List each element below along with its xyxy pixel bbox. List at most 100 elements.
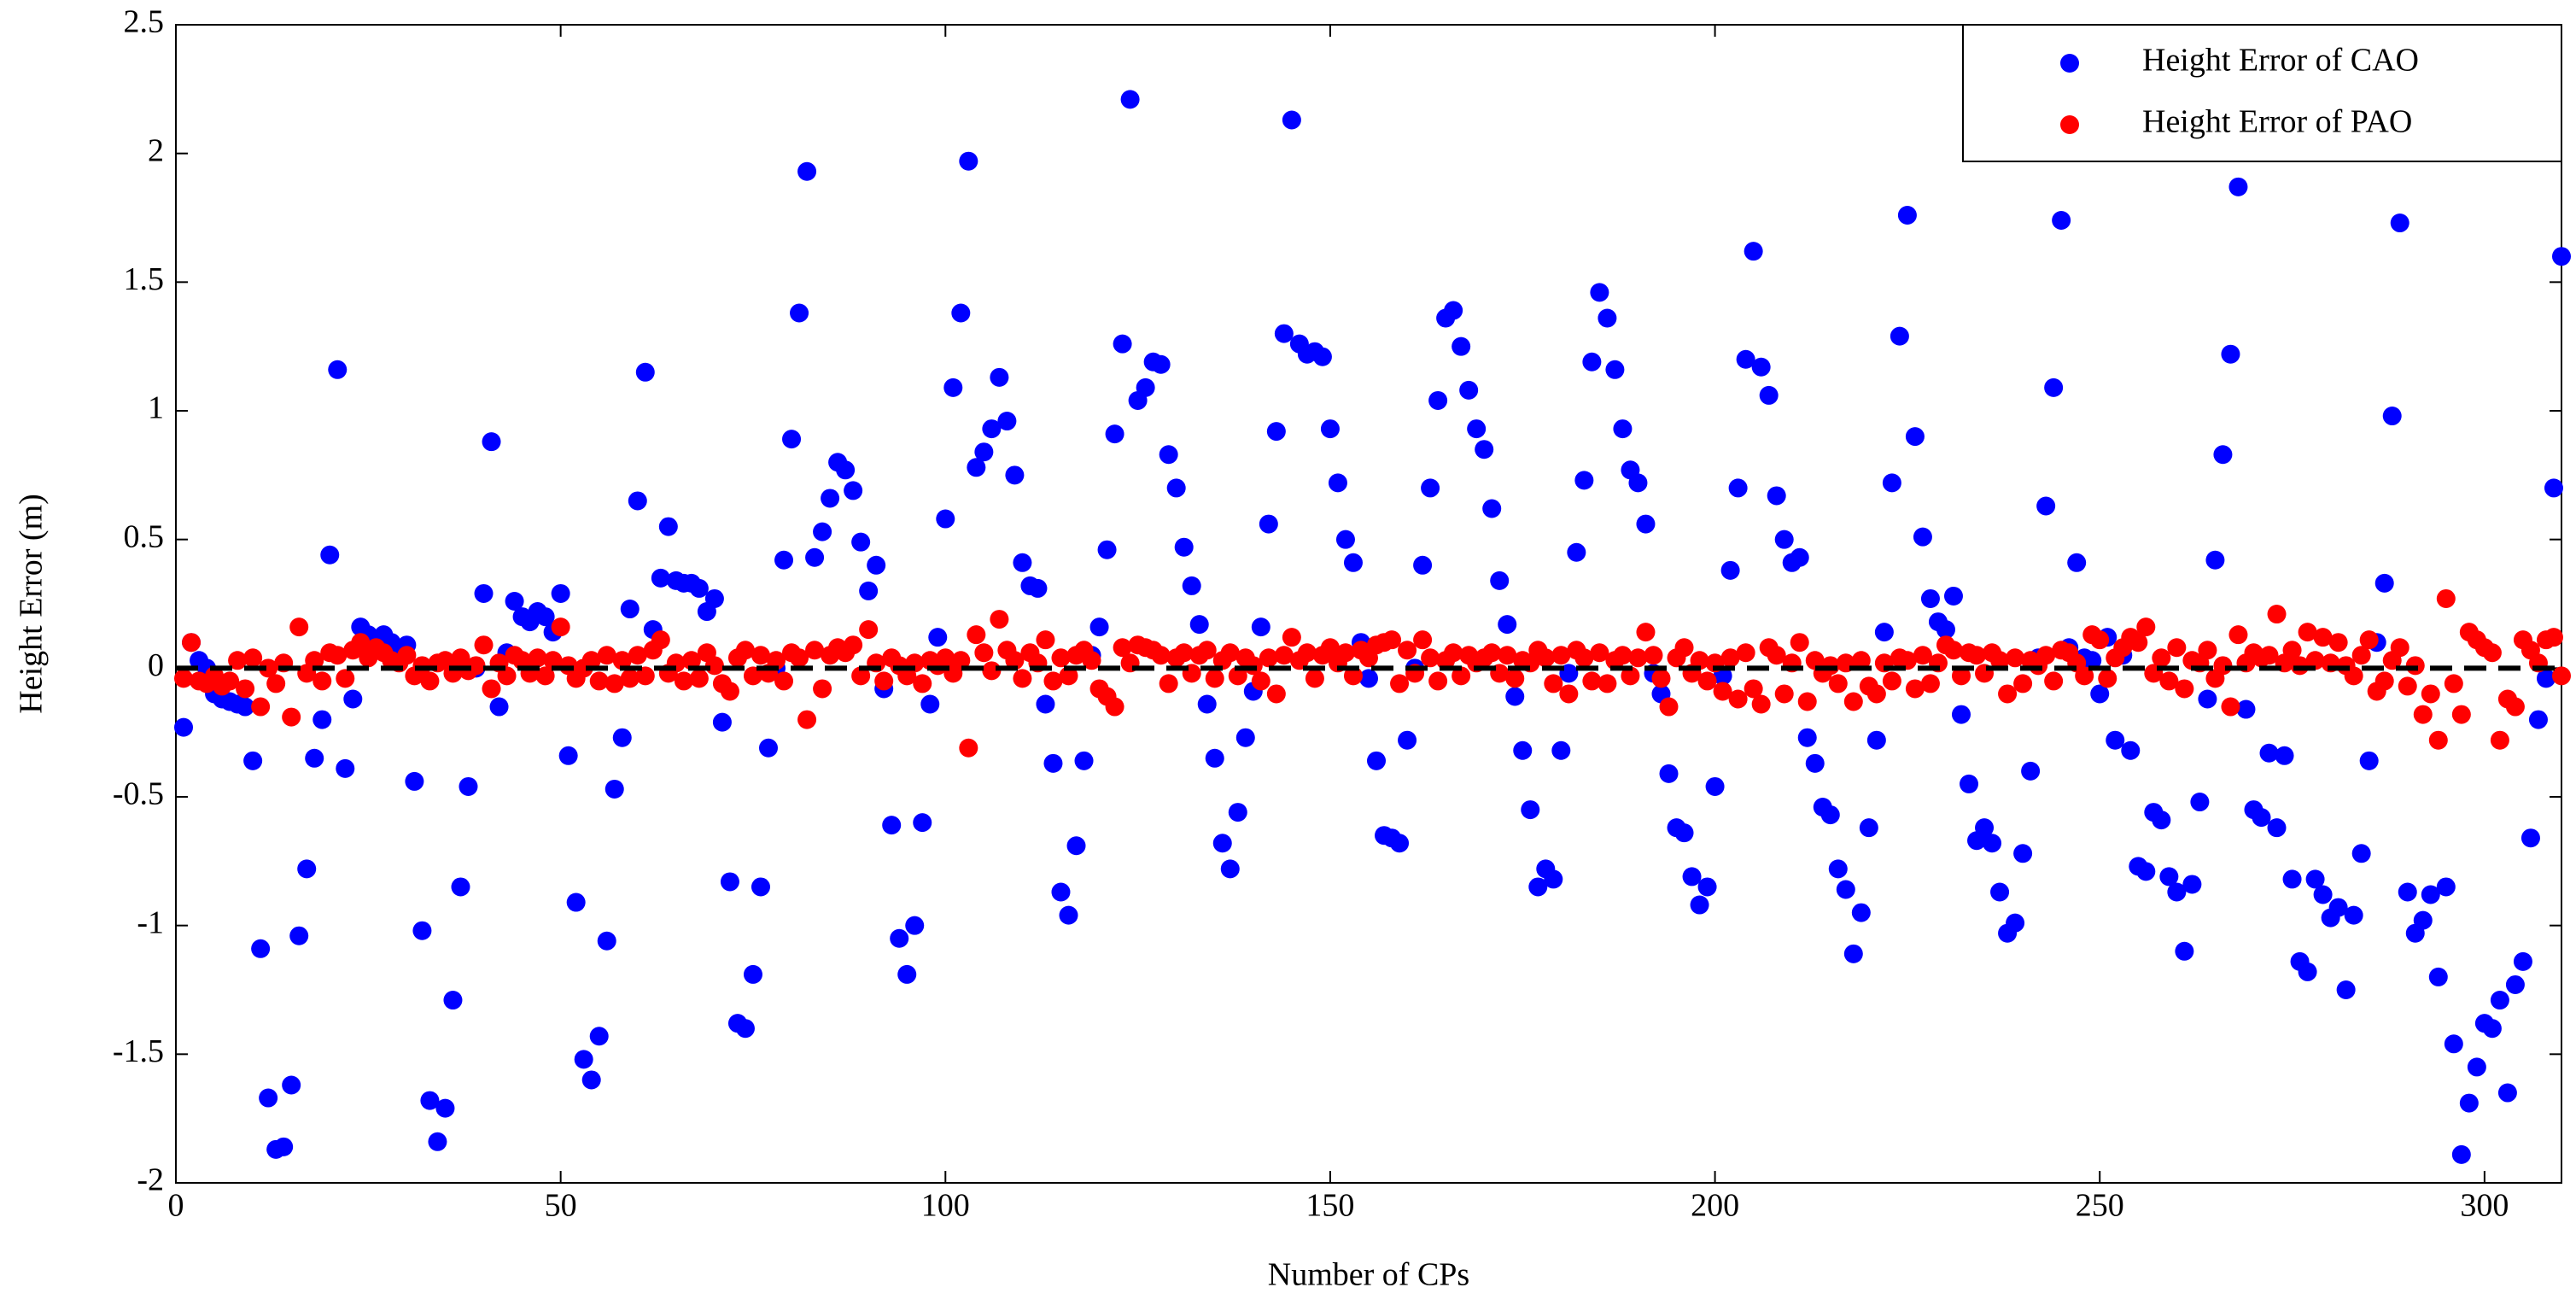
data-point: [420, 1091, 440, 1110]
data-point: [2536, 669, 2556, 688]
data-point: [2421, 885, 2440, 904]
data-point: [1266, 422, 1286, 442]
data-point: [874, 671, 894, 691]
data-point: [704, 656, 724, 676]
data-point: [1205, 669, 1224, 688]
y-tick-label: 2.5: [124, 4, 165, 40]
data-point: [2006, 648, 2025, 668]
data-point: [435, 1098, 455, 1118]
data-point: [1744, 679, 1763, 699]
data-point: [628, 491, 647, 511]
data-point: [2428, 730, 2448, 750]
data-point: [1828, 674, 1848, 693]
data-point: [1036, 630, 1055, 650]
data-point: [913, 813, 932, 833]
data-point: [1113, 334, 1132, 354]
data-point: [2175, 679, 2194, 699]
data-point: [821, 489, 840, 508]
data-point: [1621, 666, 1640, 686]
data-point: [1790, 547, 1809, 567]
data-point: [1259, 648, 1278, 668]
x-tick-label: 200: [1691, 1188, 1739, 1224]
data-point: [1690, 651, 1709, 670]
data-point: [1551, 646, 1571, 665]
y-tick-label: 1: [148, 390, 164, 426]
data-point: [1251, 671, 1270, 691]
data-point: [2044, 671, 2064, 691]
data-point: [974, 643, 994, 663]
data-point: [1690, 895, 1709, 915]
data-point: [1398, 730, 1417, 750]
data-point: [1113, 638, 1132, 658]
data-point: [497, 666, 517, 686]
y-tick-label: 1.5: [124, 261, 165, 297]
data-point: [2328, 898, 2348, 917]
data-point: [2451, 1144, 2471, 1164]
data-point: [220, 671, 240, 691]
data-point: [2228, 177, 2248, 196]
data-point: [612, 651, 632, 670]
data-point: [259, 1088, 278, 1108]
data-point: [1159, 674, 1178, 693]
data-point: [581, 1070, 601, 1090]
data-point: [628, 646, 647, 665]
data-point: [2436, 877, 2456, 897]
data-point: [459, 776, 478, 796]
data-point: [1613, 419, 1633, 439]
data-point: [2467, 1057, 2486, 1077]
data-point: [482, 432, 501, 452]
data-point: [1320, 638, 1340, 658]
data-point: [1628, 473, 1648, 493]
data-point: [2490, 730, 2509, 750]
data-point: [1482, 499, 1502, 518]
data-point: [2405, 656, 2425, 676]
data-point: [297, 859, 317, 879]
data-point: [1551, 740, 1571, 760]
legend-label: Height Error of CAO: [2142, 43, 2419, 79]
data-point: [1720, 560, 1740, 580]
data-point: [443, 991, 463, 1010]
data-point: [1697, 877, 1717, 897]
data-point: [1266, 684, 1286, 704]
data-point: [1759, 385, 1779, 405]
data-point: [2552, 247, 2571, 266]
data-point: [428, 1132, 447, 1151]
data-point: [1043, 671, 1063, 691]
data-point: [236, 697, 255, 717]
data-point: [1644, 646, 1663, 665]
data-point: [928, 628, 948, 647]
data-point: [951, 303, 971, 323]
data-point: [1797, 692, 1817, 711]
data-point: [2129, 633, 2148, 652]
data-point: [2436, 588, 2456, 608]
data-point: [2267, 818, 2287, 838]
data-point: [2344, 905, 2363, 925]
data-point: [982, 419, 1002, 439]
data-point: [2221, 344, 2240, 364]
data-point: [797, 161, 817, 181]
data-point: [743, 666, 762, 686]
data-point: [635, 666, 655, 686]
data-point: [597, 646, 616, 665]
data-point: [2421, 684, 2440, 704]
data-point: [990, 367, 1009, 387]
data-point: [2136, 617, 2156, 637]
data-point: [1521, 800, 1540, 820]
data-point: [1335, 643, 1355, 663]
data-point: [1774, 530, 1794, 549]
data-point: [882, 816, 902, 835]
data-point: [1513, 740, 1533, 760]
data-point: [1859, 818, 1878, 838]
data-point: [913, 674, 932, 693]
data-point: [782, 430, 802, 449]
data-point: [1805, 753, 1825, 773]
data-point: [1320, 419, 1340, 439]
data-point: [466, 656, 486, 676]
data-point: [1467, 419, 1487, 439]
data-point: [1567, 542, 1586, 562]
data-point: [635, 362, 655, 382]
data-point: [2267, 605, 2287, 624]
data-point: [2259, 743, 2279, 763]
data-point: [251, 697, 271, 717]
data-point: [735, 1019, 755, 1039]
